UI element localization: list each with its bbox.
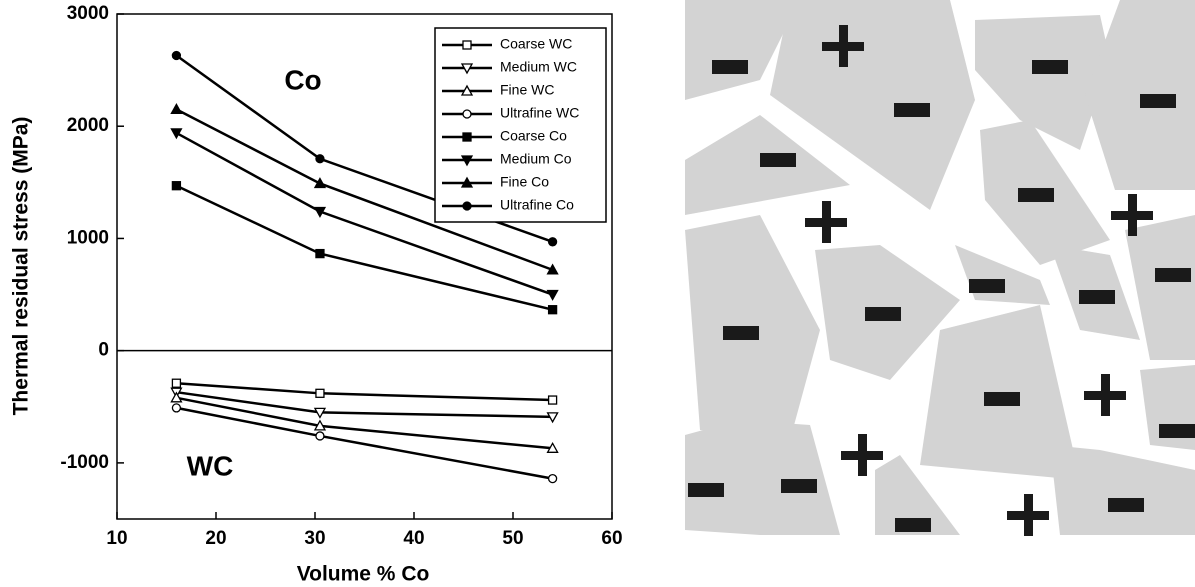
plus-sign [839,25,848,67]
minus-sign [712,60,748,74]
data-point [547,237,558,247]
data-point [546,441,559,453]
minus-sign [1018,188,1054,202]
data-point [547,395,558,405]
minus-sign [1159,424,1195,438]
y-tick-label: 2000 [67,115,109,136]
minus-sign [781,479,817,493]
data-point [170,391,183,403]
y-tick-label: 3000 [67,3,109,24]
data-point [546,263,559,275]
data-point [313,419,327,431]
data-point [313,407,327,419]
legend-marker [460,84,474,96]
legend-box [434,27,607,223]
plus-sign [822,201,831,243]
plus-sign [1128,194,1137,236]
grain [1050,445,1195,535]
legend-marker [462,40,472,50]
microstructure-diagram [685,0,1195,536]
y-tick-label: -1000 [60,452,109,473]
plus-sign [1101,374,1110,416]
minus-sign [1140,94,1176,108]
grain [685,0,800,100]
plus-sign [858,434,867,476]
plot-frame [116,13,613,520]
x-tick-label: 20 [205,528,226,549]
series-line [176,381,553,402]
legend-label: Ultrafine Co [500,197,574,213]
x-tick-label: 10 [106,528,127,549]
annotation: WC [187,450,234,481]
x-tick-label: 60 [601,528,622,549]
minus-sign [723,326,759,340]
data-point [315,431,325,441]
data-point [171,50,182,61]
legend-label: Coarse WC [500,36,572,52]
legend-marker [462,109,472,119]
data-point [313,177,327,189]
data-point [170,128,183,140]
legend-label: Medium WC [500,59,577,75]
series-line [176,390,553,419]
data-point [546,412,559,424]
legend-label: Medium Co [500,151,572,167]
y-tick-label: 0 [98,340,109,361]
minus-sign [688,483,724,497]
minus-sign [1032,60,1068,74]
minus-sign [865,307,901,321]
x-tick-label: 40 [403,528,424,549]
grain [770,0,975,210]
minus-sign [1079,290,1115,304]
data-point [313,206,327,218]
data-point [170,103,183,115]
grain [685,420,840,535]
x-axis-label: Volume % Co [297,563,430,586]
x-tick-label: 30 [304,528,325,549]
minus-sign [760,153,796,167]
minus-sign [969,279,1005,293]
minus-sign [894,103,930,117]
x-tick-label: 50 [502,528,523,549]
data-point [546,289,559,301]
grain [975,15,1110,150]
data-point [315,154,325,164]
y-axis-label: Thermal residual stress (MPa) [10,117,33,416]
legend-marker [460,63,474,75]
data-point [171,403,182,413]
data-point [315,248,325,259]
grain [875,455,960,535]
minus-sign [1155,268,1191,282]
legend-marker [462,132,472,142]
data-point [547,473,558,484]
data-point [547,305,558,315]
legend-marker [462,201,472,211]
legend-label: Coarse Co [500,128,567,144]
legend-marker [460,155,474,167]
data-point [171,181,182,191]
y-tick-label: 1000 [67,227,109,248]
plus-sign [1024,494,1033,536]
data-point [315,388,325,398]
grain [1125,215,1195,360]
minus-sign [984,392,1020,406]
series-line [176,396,553,450]
minus-sign [1108,498,1144,512]
legend-label: Fine Co [500,174,549,190]
annotation: Co [284,64,321,95]
legend-label: Fine WC [500,82,554,98]
legend-marker [460,176,474,188]
data-point [171,378,182,388]
legend-label: Ultrafine WC [500,105,579,121]
minus-sign [895,518,931,532]
